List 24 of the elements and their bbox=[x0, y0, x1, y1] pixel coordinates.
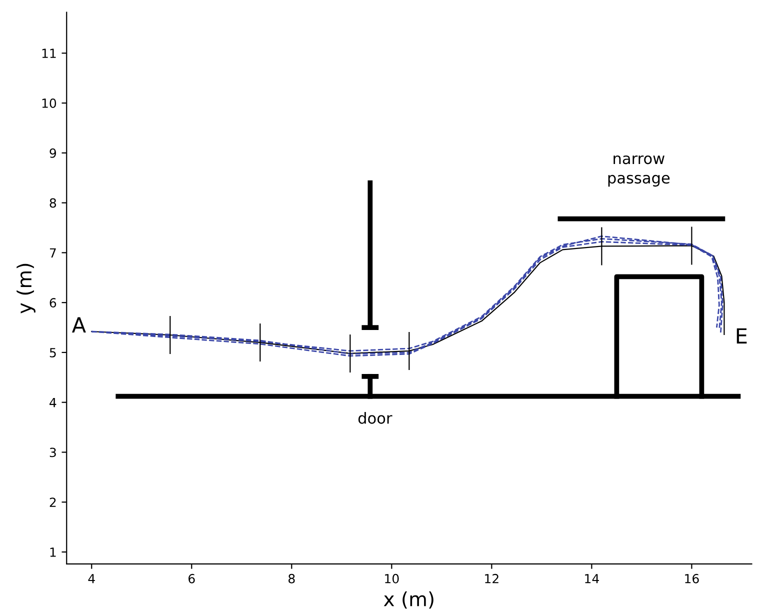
y-tick-label: 2 bbox=[50, 498, 56, 507]
y-tick-label: 6 bbox=[50, 298, 56, 308]
x-axis-title: x (m) bbox=[384, 591, 434, 609]
x-tick-label: 12 bbox=[485, 574, 498, 584]
y-tick-label: 10 bbox=[42, 98, 56, 108]
x-tick-label: 14 bbox=[585, 574, 599, 584]
y-tick-label: 1 bbox=[50, 548, 56, 557]
x-tick-label: 6 bbox=[188, 574, 195, 584]
annotation: E bbox=[736, 328, 747, 344]
y-tick-label: 8 bbox=[50, 198, 56, 208]
x-tick-label: 10 bbox=[385, 574, 399, 584]
y-tick-label: 3 bbox=[50, 448, 56, 458]
y-tick-label: 9 bbox=[50, 148, 56, 158]
y-tick-label: 5 bbox=[50, 348, 56, 358]
x-tick-label: 4 bbox=[88, 574, 95, 584]
y-axis-title: y (m) bbox=[16, 264, 36, 314]
x-tick-label: 16 bbox=[685, 574, 699, 584]
y-tick-label: 11 bbox=[42, 48, 56, 58]
annotation: narrow passage bbox=[608, 155, 670, 187]
y-tick-label: 4 bbox=[50, 398, 56, 408]
annotation: door bbox=[358, 412, 392, 424]
x-tick-label: 8 bbox=[288, 574, 295, 584]
y-tick-label: 7 bbox=[50, 248, 56, 258]
annotation: A bbox=[72, 317, 86, 332]
